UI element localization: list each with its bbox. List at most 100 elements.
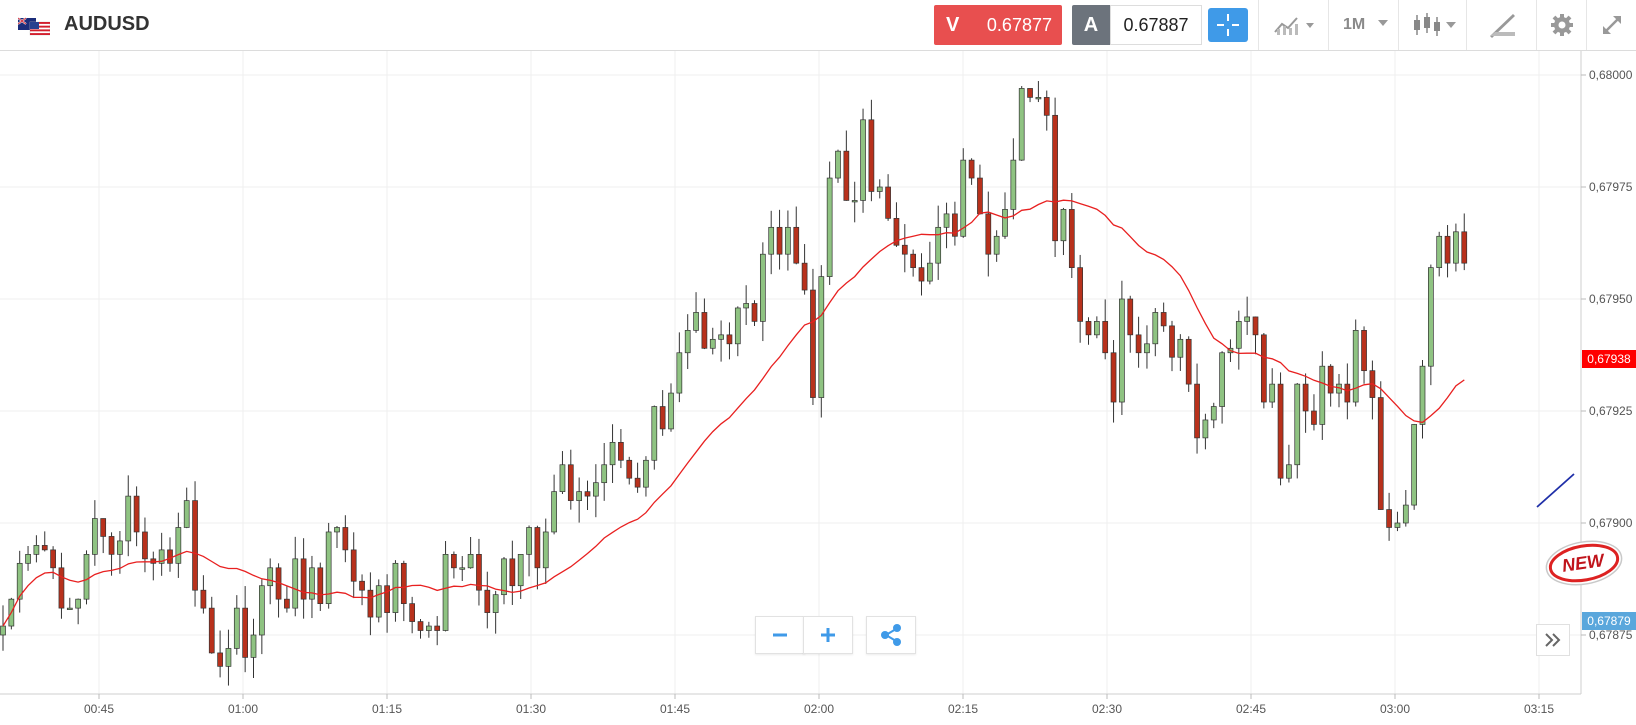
- candle: [918, 253, 925, 296]
- timeframe-selector[interactable]: 1M: [1328, 0, 1399, 50]
- price-tick-label: 0,67875: [1589, 628, 1633, 642]
- candle: [1260, 333, 1267, 409]
- candle: [876, 179, 883, 199]
- candle: [1427, 264, 1434, 386]
- candle: [1043, 90, 1050, 131]
- price-tick-label: 0,67975: [1589, 180, 1633, 194]
- candle: [58, 552, 65, 619]
- buy-button[interactable]: A: [1072, 5, 1110, 45]
- candle: [400, 560, 407, 622]
- indicators-button[interactable]: [1258, 0, 1329, 50]
- candle: [442, 541, 449, 632]
- candle: [359, 574, 365, 606]
- zoom-controls: [755, 616, 916, 654]
- zoom-out-button[interactable]: [755, 616, 805, 654]
- sell-label: V: [946, 14, 960, 36]
- candle: [492, 590, 499, 634]
- settings-button[interactable]: [1536, 0, 1587, 50]
- candle: [275, 563, 282, 618]
- candle: [1235, 310, 1242, 370]
- candle: [935, 205, 942, 280]
- candle: [776, 209, 783, 270]
- candle: [1093, 316, 1100, 339]
- candle: [584, 480, 591, 511]
- candle: [743, 285, 750, 325]
- candle: [125, 475, 132, 557]
- candle: [1352, 319, 1359, 407]
- candle: [592, 464, 599, 518]
- new-feature-badge[interactable]: NEW: [1540, 538, 1628, 588]
- time-tick-label: 02:45: [1236, 702, 1266, 716]
- sell-button[interactable]: V 0.67877: [934, 5, 1062, 45]
- candle: [968, 158, 975, 185]
- chart-type-button[interactable]: [1398, 0, 1467, 50]
- candle: [1336, 374, 1342, 408]
- candle: [133, 486, 140, 547]
- candle: [1152, 308, 1159, 357]
- candle: [1319, 351, 1326, 440]
- candle: [609, 424, 616, 483]
- candle: [150, 551, 157, 581]
- candle: [1402, 490, 1409, 527]
- candle: [926, 241, 933, 285]
- candle: [100, 518, 107, 554]
- candle: [325, 522, 332, 609]
- candle: [284, 586, 290, 613]
- crosshair-button[interactable]: [1208, 8, 1248, 42]
- candle: [1394, 511, 1401, 532]
- candle: [559, 451, 566, 495]
- candle: [225, 629, 232, 686]
- candle: [1294, 382, 1301, 479]
- candle: [426, 621, 432, 638]
- fullscreen-button[interactable]: [1586, 0, 1636, 50]
- candle: [718, 320, 724, 362]
- candle: [1219, 351, 1225, 424]
- candle: [434, 616, 441, 646]
- candle: [142, 517, 148, 573]
- candle: [1185, 336, 1192, 392]
- candle: [0, 605, 6, 651]
- candlesticks: [0, 81, 1468, 686]
- candle: [684, 314, 691, 370]
- candle: [601, 443, 608, 501]
- time-axis: 00:45 01:00 01:15 01:30 01:45 02:00 02:15 02:30…: [84, 694, 1554, 716]
- candle: [409, 596, 415, 634]
- candle: [659, 390, 666, 436]
- timeframe-label: 1M: [1343, 16, 1366, 33]
- candle: [250, 618, 257, 679]
- buy-price[interactable]: 0.67887: [1110, 5, 1202, 45]
- candle: [83, 550, 90, 605]
- current-price-tag: 0,67879: [1582, 612, 1636, 630]
- candlestick-icon: [1414, 13, 1456, 36]
- price-chart[interactable]: 0,68000 0,67975 0,67950 0,67925 0,67900 0,678…: [0, 51, 1636, 725]
- time-tick-label: 02:00: [804, 702, 834, 716]
- moving-average-line: [2, 199, 1465, 627]
- drawing-tools-button[interactable]: [1466, 0, 1537, 50]
- expand-panel-button[interactable]: [1536, 624, 1570, 656]
- candle: [1277, 372, 1284, 486]
- candle: [1169, 320, 1175, 372]
- zoom-in-button[interactable]: [803, 616, 853, 654]
- expand-icon: [1603, 16, 1621, 34]
- candle: [192, 481, 198, 607]
- double-chevron-right-icon: [1545, 633, 1561, 647]
- candle: [1327, 364, 1334, 407]
- candle: [1177, 334, 1184, 371]
- share-button[interactable]: [866, 616, 916, 654]
- candle: [676, 332, 683, 403]
- candle: [534, 525, 541, 590]
- candle: [1269, 368, 1276, 408]
- time-tick-label: 01:30: [516, 702, 546, 716]
- candle: [259, 579, 265, 655]
- candle: [751, 300, 758, 326]
- indicators-icon: [1274, 17, 1314, 35]
- candle: [1010, 138, 1017, 220]
- chart-toolbar: AUDUSD V 0.67877 A 0.67887 1M: [0, 0, 1636, 51]
- trend-drawing-line: [1536, 473, 1575, 508]
- candle: [16, 550, 23, 613]
- candle: [1068, 193, 1075, 278]
- candle: [576, 477, 583, 523]
- candle: [217, 630, 223, 678]
- candle: [342, 515, 349, 563]
- candle: [384, 574, 390, 633]
